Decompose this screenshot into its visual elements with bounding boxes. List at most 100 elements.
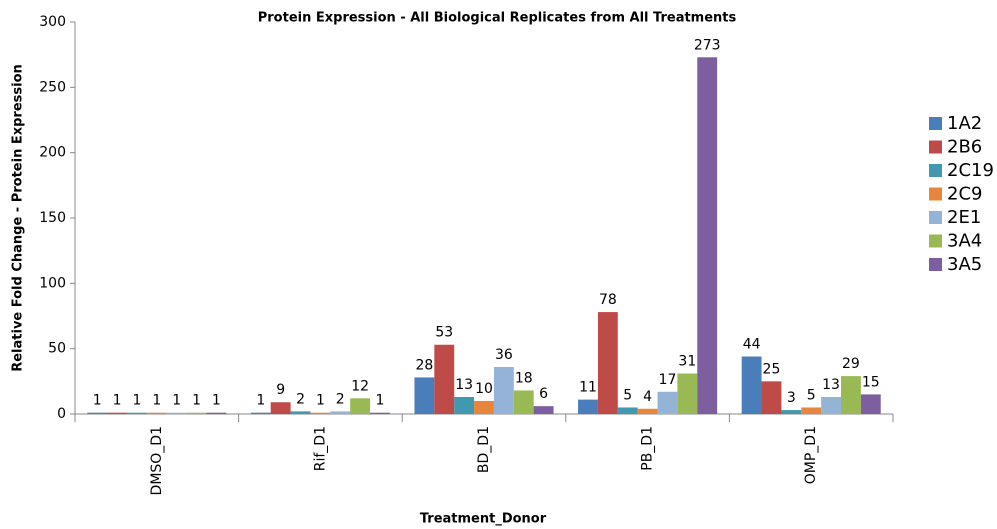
bar (761, 381, 782, 414)
data-label: 1 (316, 393, 325, 409)
legend-label: 3A5 (947, 254, 982, 275)
bar (434, 344, 455, 414)
bar (146, 412, 167, 414)
legend-label: 2B6 (947, 137, 982, 158)
data-label: 1 (172, 393, 181, 409)
bar (290, 411, 311, 414)
y-tick-label: 50 (48, 341, 66, 357)
data-label: 2 (296, 391, 305, 407)
bar (87, 412, 108, 414)
bar (821, 397, 841, 414)
bar (513, 390, 534, 414)
y-tick-label: 250 (39, 79, 66, 95)
data-label: 6 (539, 386, 548, 402)
bar (310, 412, 331, 414)
bar (186, 412, 207, 414)
legend-swatch (929, 234, 942, 248)
y-tick-label: 100 (39, 275, 66, 291)
data-label: 1 (256, 393, 265, 409)
data-label: 78 (599, 292, 617, 308)
chart-title: Protein Expression - All Biological Repl… (258, 11, 737, 26)
bar (741, 356, 762, 414)
data-label: 10 (475, 381, 493, 397)
bar (107, 412, 128, 414)
legend-swatch (929, 258, 942, 271)
bar (677, 373, 698, 414)
x-tick-label: DMSO_D1 (149, 426, 165, 495)
data-label: 17 (659, 372, 677, 388)
bar (454, 397, 475, 414)
bar (166, 412, 187, 414)
y-axis-label: Relative Fold Change - Protein Expressio… (11, 64, 26, 372)
data-label: 31 (678, 353, 696, 369)
bar (697, 57, 718, 414)
legend-swatch (929, 187, 942, 201)
bar (270, 402, 291, 414)
data-label: 53 (435, 325, 453, 341)
legend-label: 2E1 (947, 207, 981, 228)
bar (781, 410, 802, 414)
data-label: 273 (694, 37, 721, 53)
bar (657, 391, 678, 414)
data-label: 2 (336, 391, 345, 407)
data-label: 5 (807, 387, 816, 403)
bar (801, 407, 822, 414)
bar (370, 412, 390, 414)
bar (250, 412, 271, 414)
bar (578, 399, 598, 414)
data-label: 13 (455, 377, 473, 393)
data-label: 1 (152, 393, 161, 409)
data-label: 28 (415, 357, 433, 373)
data-label: 1 (192, 393, 201, 409)
y-tick-label: 0 (57, 406, 66, 422)
x-tick-label: Rif_D1 (312, 426, 328, 471)
bar (350, 398, 371, 414)
bar (617, 407, 638, 414)
x-tick-label: BD_D1 (476, 426, 492, 473)
bar (597, 312, 618, 414)
y-tick-label: 300 (39, 14, 66, 30)
data-label: 44 (743, 337, 761, 353)
legend-label: 2C19 (947, 160, 994, 181)
data-label: 1 (376, 393, 385, 409)
legend-label: 2C9 (947, 184, 982, 205)
data-label: 5 (623, 387, 632, 403)
y-tick-label: 150 (39, 210, 66, 226)
legend-swatch (929, 140, 942, 154)
bar (206, 412, 227, 414)
data-label: 1 (132, 393, 141, 409)
x-axis-label: Treatment_Donor (420, 512, 547, 527)
data-label: 11 (579, 380, 597, 396)
data-label: 18 (515, 370, 533, 386)
data-label: 1 (212, 393, 221, 409)
data-label: 9 (276, 382, 285, 398)
bar (330, 411, 351, 414)
legend-label: 3A4 (947, 231, 982, 252)
bar (860, 394, 881, 414)
data-label: 1 (113, 393, 122, 409)
data-label: 3 (787, 390, 796, 406)
data-label: 36 (495, 347, 513, 363)
data-label: 4 (643, 389, 652, 405)
bar (533, 406, 554, 414)
bar (414, 377, 435, 414)
x-tick-label: PB_D1 (640, 426, 656, 471)
data-label: 1 (93, 393, 102, 409)
bar (474, 400, 494, 414)
legend-swatch (929, 211, 942, 224)
bar (127, 412, 147, 414)
data-label: 13 (822, 377, 840, 393)
bar (840, 376, 861, 414)
bar (493, 366, 514, 414)
data-label: 15 (862, 374, 880, 390)
x-tick-label: OMP_D1 (803, 426, 819, 484)
data-label: 29 (842, 356, 860, 372)
legend-swatch (929, 117, 942, 130)
data-label: 25 (763, 361, 781, 377)
y-tick-label: 200 (39, 145, 66, 161)
data-label: 12 (351, 378, 369, 394)
legend-label: 1A2 (947, 113, 982, 134)
bar (637, 408, 658, 414)
